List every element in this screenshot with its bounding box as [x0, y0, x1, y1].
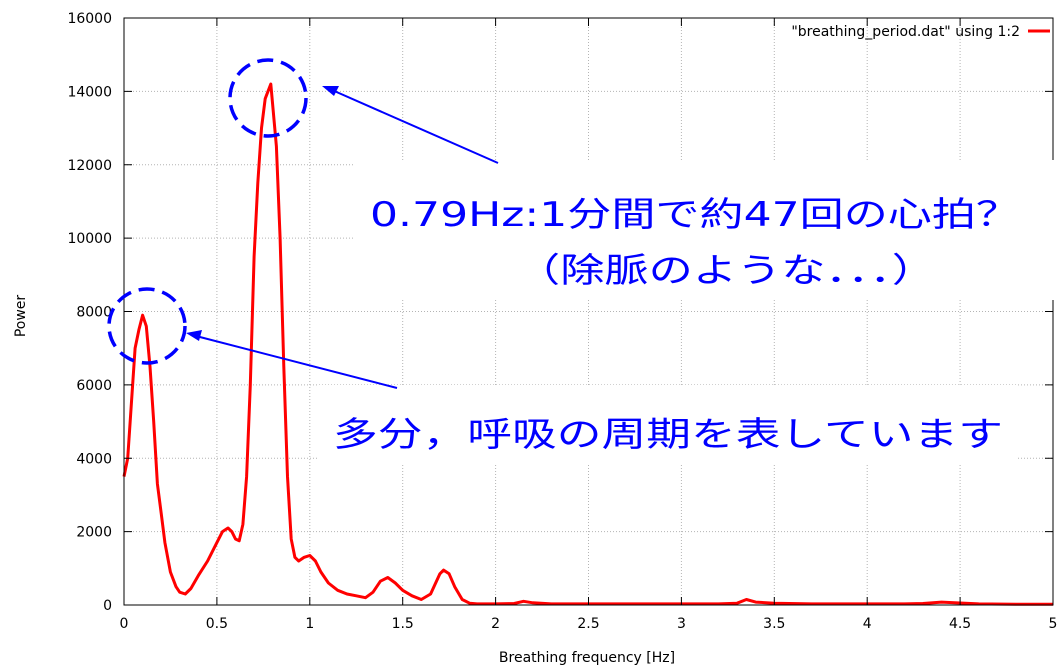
x-tick-label: 4.5: [949, 616, 971, 632]
y-tick-label: 16000: [67, 11, 112, 27]
legend: "breathing_period.dat" using 1:2: [791, 24, 1050, 40]
peak-highlight-circle-1: [228, 58, 308, 138]
x-tick-label: 1.5: [392, 616, 414, 632]
annotation-1-background: [355, 160, 1055, 300]
x-tick-label: 2: [491, 616, 500, 632]
annotation-arrowhead-2: [186, 330, 202, 341]
y-tick-label: 10000: [67, 231, 112, 247]
x-tick-label: 4: [863, 616, 872, 632]
y-axis-label: Power: [13, 295, 29, 338]
annotation-arrow-1: [331, 89, 499, 164]
x-tick-label: 0: [120, 616, 129, 632]
x-tick-label: 3: [677, 616, 686, 632]
x-axis-label: Breathing frequency [Hz]: [499, 650, 675, 666]
y-tick-label: 6000: [76, 378, 112, 394]
peak-highlight-circle-2: [107, 287, 187, 365]
annotation-overlays: 0.79Hz:1分間で約47回の心拍？ （除脈のような．．．） 多分，呼吸の周期…: [107, 58, 1055, 465]
legend-label: "breathing_period.dat" using 1:2: [791, 24, 1020, 40]
annotation-2-background: [318, 385, 1018, 465]
x-tick-label: 3.5: [763, 616, 785, 632]
y-tick-label: 12000: [67, 158, 112, 174]
data-layer: [122, 82, 1053, 606]
y-tick-label: 8000: [76, 305, 112, 321]
y-tick-label: 4000: [76, 451, 112, 467]
series-line: [122, 82, 1053, 606]
y-tick-label: 0: [103, 598, 112, 614]
y-tick-label: 14000: [67, 84, 112, 100]
ticks: 0 0.5 1 1.5 2 2.5 3 3.5 4 4.5 5 0 2000 4000 6000 8000 10…: [67, 11, 1057, 632]
annotation-text-2: （除脈のような．．．）: [516, 251, 936, 291]
annotation-text-3: 多分，呼吸の周期を表しています: [333, 415, 1003, 455]
annotation-arrow-2: [195, 335, 398, 389]
x-tick-label: 2.5: [577, 616, 599, 632]
annotation-arrowhead-1: [322, 86, 339, 96]
x-tick-label: 1: [305, 616, 314, 632]
annotation-text-1: 0.79Hz:1分間で約47回の心拍？: [370, 195, 1020, 235]
y-tick-label: 2000: [76, 525, 112, 541]
x-tick-label: 5: [1049, 616, 1058, 632]
x-tick-label: 0.5: [206, 616, 228, 632]
